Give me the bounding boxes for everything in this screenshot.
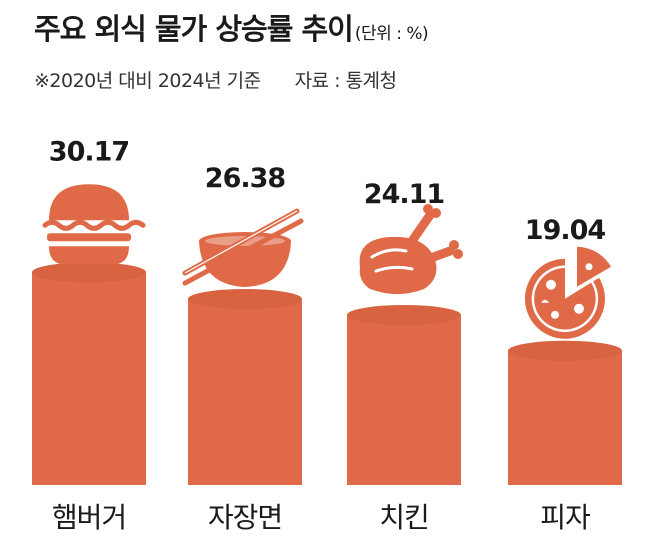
- title-row: 주요 외식 물가 상승률 추이 (단위 : %): [34, 6, 429, 48]
- labels-group: 30.17 햄버거 26.38 자장면 24.11 치킨 19.04 피자: [49, 136, 607, 534]
- icons-group: [42, 184, 611, 339]
- chart-title: 주요 외식 물가 상승률 추이: [34, 12, 354, 46]
- base-year-note: ※2020년 대비 2024년 기준: [34, 70, 261, 92]
- bars-group: [32, 262, 622, 485]
- value-label-1: 30.17: [49, 136, 129, 167]
- bar-top-2: [188, 289, 302, 310]
- bar-2: [188, 289, 302, 485]
- bar-1: [32, 262, 146, 485]
- bar-top-4: [508, 340, 622, 361]
- value-label-3: 24.11: [364, 179, 444, 210]
- value-label-4: 19.04: [525, 215, 606, 246]
- pizza-icon: [524, 246, 611, 339]
- hamburger-icon: [42, 184, 146, 265]
- value-label-2: 26.38: [205, 163, 286, 194]
- bar-3: [347, 305, 461, 485]
- bar-4: [508, 340, 622, 485]
- source-note: 자료 : 통계청: [294, 70, 397, 92]
- bar-top-1: [32, 262, 146, 283]
- category-label-4: 피자: [540, 501, 590, 534]
- category-label-1: 햄버거: [52, 501, 126, 534]
- category-label-2: 자장면: [208, 501, 282, 534]
- subtitle-row: ※2020년 대비 2024년 기준 자료 : 통계청: [34, 66, 397, 93]
- bar-top-3: [347, 305, 461, 326]
- noodle-bowl-icon: [182, 208, 304, 288]
- unit-label: (단위 : %): [354, 24, 429, 44]
- category-label-3: 치킨: [379, 501, 429, 534]
- roast-chicken-icon: [359, 204, 463, 295]
